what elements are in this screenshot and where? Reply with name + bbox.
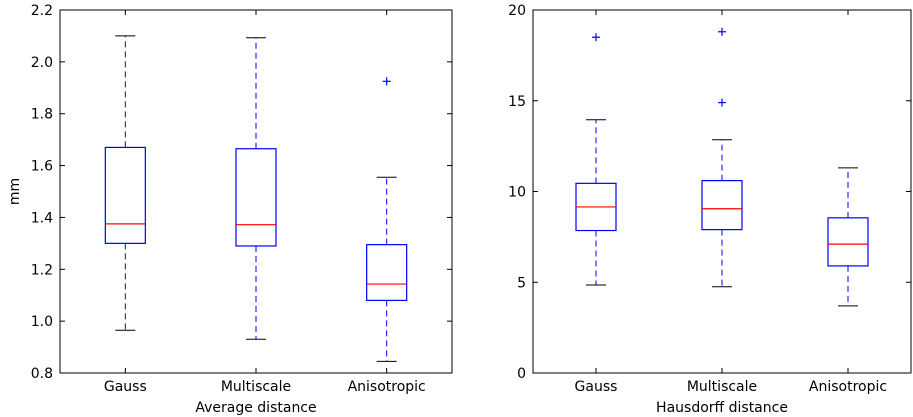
x-axis-label: Hausdorff distance	[656, 400, 788, 416]
outlier-marker	[382, 77, 391, 86]
box-multiscale	[235, 37, 277, 340]
outlier-marker	[718, 27, 726, 36]
box-gauss	[104, 35, 146, 331]
y-tick-label: 1.0	[31, 314, 53, 330]
x-tick-label: Gauss	[575, 379, 618, 395]
box-iqr	[827, 217, 869, 267]
outlier-marker	[718, 98, 726, 107]
x-axis-label: Average distance	[195, 400, 316, 416]
y-tick-label: 20	[508, 3, 526, 19]
box-anisotropic	[827, 167, 869, 307]
box-gauss	[575, 33, 617, 286]
x-tick-label: Multiscale	[687, 379, 757, 395]
y-tick-label: 1.6	[31, 159, 53, 175]
y-axis-label: mm	[7, 178, 23, 205]
y-tick-label: 1.8	[31, 107, 53, 123]
y-tick-label: 10	[508, 185, 526, 201]
outlier-marker	[592, 33, 600, 42]
y-tick-label: 2.2	[31, 3, 53, 19]
plot-frame	[532, 9, 912, 374]
y-tick-label: 2.0	[31, 55, 53, 71]
x-tick-label: Gauss	[104, 379, 147, 395]
y-tick-label: 5	[517, 275, 526, 291]
x-tick-label: Anisotropic	[809, 379, 887, 395]
box-iqr	[104, 146, 146, 244]
box-iqr	[366, 244, 408, 301]
y-tick-label: 0	[517, 366, 526, 382]
y-tick-label: 1.4	[31, 210, 53, 226]
box-iqr	[701, 180, 743, 231]
y-tick-label: 0.8	[31, 366, 53, 382]
box-iqr	[235, 148, 277, 247]
chart-panel-1: 0.8 1.0 1.2 1.4 1.6 1.8 2.0 2.2 Gauss Multiscale A…	[7, 3, 453, 416]
box-multiscale	[701, 27, 743, 288]
box-anisotropic	[366, 77, 408, 362]
x-tick-label: Multiscale	[221, 379, 291, 395]
x-tick-label: Anisotropic	[348, 379, 426, 395]
chart-panel-2: 0 5 10 15 20 Gauss Multiscale Anisotropic Hausdo…	[508, 3, 912, 416]
y-tick-label: 1.2	[31, 262, 53, 278]
y-tick-label: 15	[508, 94, 526, 110]
